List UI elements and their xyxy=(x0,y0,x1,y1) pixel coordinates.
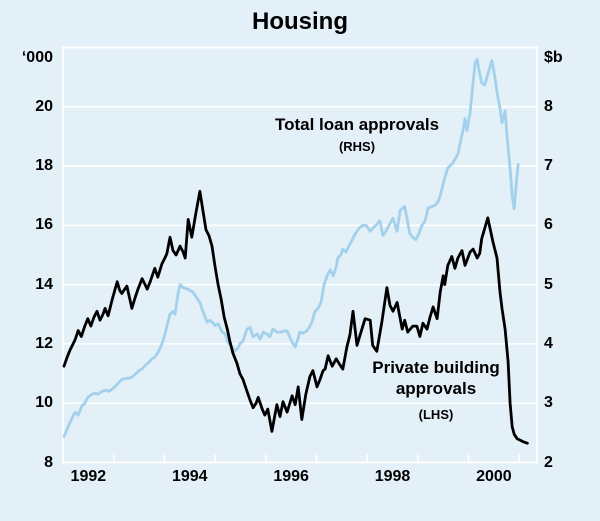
x-axis-year-label: 2000 xyxy=(476,468,512,485)
x-axis-year-label: 1996 xyxy=(273,468,309,485)
right-axis-tick-label: 6 xyxy=(544,216,553,234)
right-axis-tick-label: 3 xyxy=(544,394,553,412)
building-approvals-line xyxy=(62,189,529,445)
chart-title: Housing xyxy=(252,8,348,35)
left-axis-tick-label: 18 xyxy=(35,157,53,175)
left-axis-tick-label: 20 xyxy=(35,97,53,115)
loan-annotation-axis-note: (RHS) xyxy=(338,139,376,154)
building-annotation-axis-note: (LHS) xyxy=(418,407,454,422)
plot-frame xyxy=(62,46,538,464)
left-axis-tick-label: 16 xyxy=(35,216,53,234)
x-axis-year-label: 1998 xyxy=(374,468,411,485)
left-axis-tick-label: 14 xyxy=(35,275,53,293)
left-axis-tick-label: 10 xyxy=(35,394,53,412)
building-series-annotation: Private building approvals (LHS) xyxy=(372,357,500,423)
x-axis-year-label: 1992 xyxy=(70,468,107,485)
loan-approvals-line xyxy=(62,58,520,438)
right-axis-tick-label: 7 xyxy=(544,157,553,175)
building-annotation-text-line1: Private building xyxy=(372,358,500,377)
right-axis-tick-label: 8 xyxy=(544,97,553,115)
left-axis-tick-label: 12 xyxy=(35,334,53,352)
right-axis-tick-label: 2 xyxy=(544,453,553,471)
left-axis-unit-label: ‘000 xyxy=(21,49,53,66)
right-axis-tick-label: 4 xyxy=(544,334,553,352)
loan-annotation-text: Total loan approvals xyxy=(274,115,440,134)
building-annotation-text-line2: approvals xyxy=(395,379,477,398)
x-axis-year-label: 1994 xyxy=(171,468,208,485)
loan-series-annotation: Total loan approvals (RHS) xyxy=(275,114,439,155)
right-axis-tick-label: 5 xyxy=(544,275,553,293)
right-axis-unit-label: $b xyxy=(544,49,563,66)
left-axis-tick-label: 8 xyxy=(44,453,53,471)
